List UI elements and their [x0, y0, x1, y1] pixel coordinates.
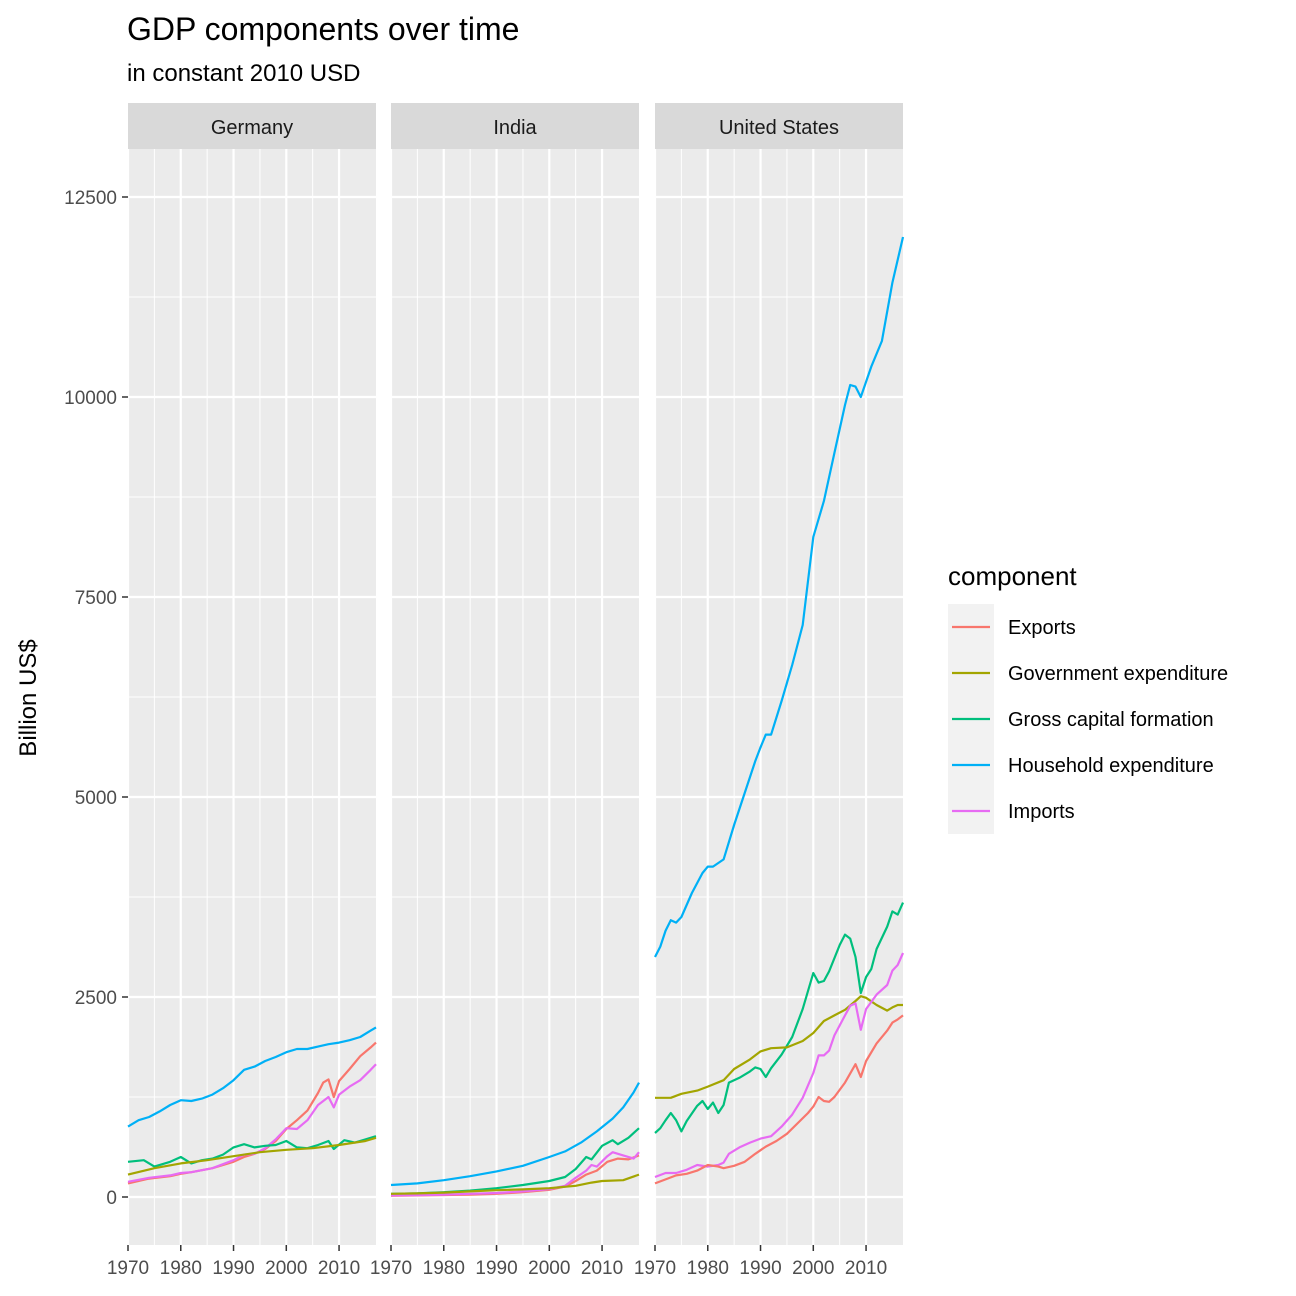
- legend: component Exports Government expenditure G…: [948, 561, 1228, 834]
- y-tick-label: 5000: [75, 788, 117, 809]
- x-tick-label: 1990: [212, 1258, 254, 1279]
- x-tick-label: 2010: [318, 1258, 360, 1279]
- x-tick-label: 2010: [845, 1258, 887, 1279]
- y-tick-label: 2500: [75, 988, 117, 1009]
- legend-label: Exports: [1008, 617, 1076, 639]
- legend-title: component: [948, 561, 1077, 591]
- panel-germany: Germany 1970 1980 1990 2000 2010: [107, 103, 377, 1279]
- series-line-gross-capital-formation: [654, 902, 905, 1134]
- x-tick-label: 1970: [634, 1258, 676, 1279]
- x-tick-label: 1970: [370, 1258, 412, 1279]
- legend-item: Government expenditure: [952, 663, 1228, 685]
- x-tick-label: 2010: [581, 1258, 623, 1279]
- facet-strip-label: India: [493, 117, 537, 139]
- legend-item: Household expenditure: [952, 755, 1214, 777]
- x-tick-label: 1990: [475, 1258, 517, 1279]
- legend-label: Gross capital formation: [1008, 709, 1214, 731]
- chart-title: GDP components over time: [127, 11, 519, 47]
- x-tick-label: 1980: [423, 1258, 465, 1279]
- series-line-imports: [654, 952, 905, 1179]
- panel-united-states: United States 1970 1980 1990 2000 2010: [634, 103, 905, 1279]
- series-line-household-expenditure: [390, 1082, 640, 1187]
- series-line-government-expenditure: [127, 1136, 377, 1176]
- facet-strip: [655, 103, 903, 149]
- y-tick-label: 12500: [64, 188, 117, 209]
- facet-strip-label: Germany: [211, 117, 293, 139]
- x-tick-label: 2000: [265, 1258, 307, 1279]
- series-line-government-expenditure: [655, 995, 903, 1099]
- y-tick-label: 0: [106, 1188, 117, 1209]
- legend-item: Imports: [952, 801, 1075, 823]
- chart-subtitle: in constant 2010 USD: [127, 60, 360, 87]
- legend-item: Exports: [952, 617, 1076, 639]
- series-line-imports: [390, 1151, 640, 1197]
- panel-india: India 1970 1980 1990 2000 2010: [370, 103, 640, 1279]
- x-tick-label: 1990: [739, 1258, 781, 1279]
- series-line-gross-capital-formation: [127, 1135, 377, 1168]
- y-axis-label: Billion US$: [15, 639, 42, 756]
- x-tick-label: 2000: [528, 1258, 570, 1279]
- legend-label: Imports: [1008, 801, 1075, 823]
- x-tick-label: 1980: [687, 1258, 729, 1279]
- facet-panels: Germany 1970 1980 1990 2000 2010 India 1970 1980…: [107, 103, 905, 1279]
- legend-label: Government expenditure: [1008, 663, 1228, 685]
- y-axis: 0 2500 5000 7500 10000 12500: [64, 188, 128, 1209]
- series-line-household-expenditure: [654, 236, 905, 958]
- y-tick-label: 7500: [75, 588, 117, 609]
- facet-strip: [391, 103, 639, 149]
- facet-strip-label: United States: [719, 117, 839, 139]
- series-line-imports: [127, 1063, 377, 1183]
- x-tick-label: 1970: [107, 1258, 149, 1279]
- series-line-exports: [654, 1014, 904, 1185]
- y-tick-label: 10000: [64, 388, 117, 409]
- series-line-household-expenditure: [127, 1026, 377, 1128]
- legend-item: Gross capital formation: [952, 709, 1214, 731]
- x-tick-label: 1980: [160, 1258, 202, 1279]
- x-tick-label: 2000: [792, 1258, 834, 1279]
- series-line-government-expenditure: [390, 1173, 640, 1195]
- legend-label: Household expenditure: [1008, 755, 1214, 777]
- facet-strip: [128, 103, 376, 149]
